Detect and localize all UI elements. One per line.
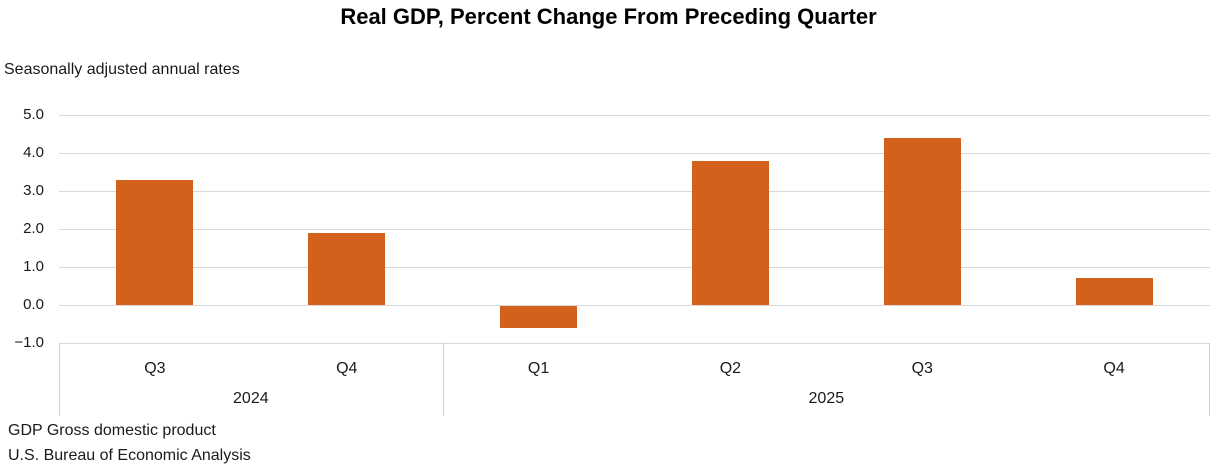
bar-q2-2025 [691,160,769,305]
bar-q3-2024 [116,179,194,305]
y-axis-tick-label: 0.0 [23,296,44,313]
x-axis-label: Q3 [144,360,166,377]
chart-title: Real GDP, Percent Change From Preceding … [340,4,877,29]
axis-divider-line [442,343,444,416]
gridline [59,343,1210,344]
gridline [59,267,1210,268]
gridline [59,153,1210,154]
x-axis-label: Q3 [911,360,933,377]
x-axis-label: Q1 [527,360,550,377]
bar-q1-2025 [500,306,578,328]
bar-q4-2024 [308,232,386,305]
gridline [59,229,1210,230]
footnote-source: U.S. Bureau of Economic Analysis [8,447,251,464]
bar-q4-2025 [1075,278,1153,305]
axis-divider-line [59,343,60,416]
y-axis-tick-label: 5.0 [23,106,44,123]
footnote-gdp: GDP Gross domestic product [8,422,216,439]
y-axis-tick-label: −1.0 [14,334,44,351]
y-axis-tick-label: 1.0 [23,258,44,275]
y-axis-tick-label: 4.0 [23,144,44,161]
bar-q3-2025 [883,137,961,305]
gridline [59,305,1210,306]
gridline [59,115,1210,116]
x-axis-label: Q2 [719,360,742,377]
year-group-label: 2024 [233,390,269,407]
y-axis-tick-label: 2.0 [23,220,44,237]
x-axis-label: Q4 [336,360,358,377]
chart-subtitle: Seasonally adjusted annual rates [4,61,240,78]
axis-divider-line [1209,343,1210,416]
x-axis-label: Q4 [1103,360,1125,377]
y-axis-tick-label: 3.0 [23,182,44,199]
gridline [59,191,1210,192]
year-group-label: 2025 [808,390,845,407]
